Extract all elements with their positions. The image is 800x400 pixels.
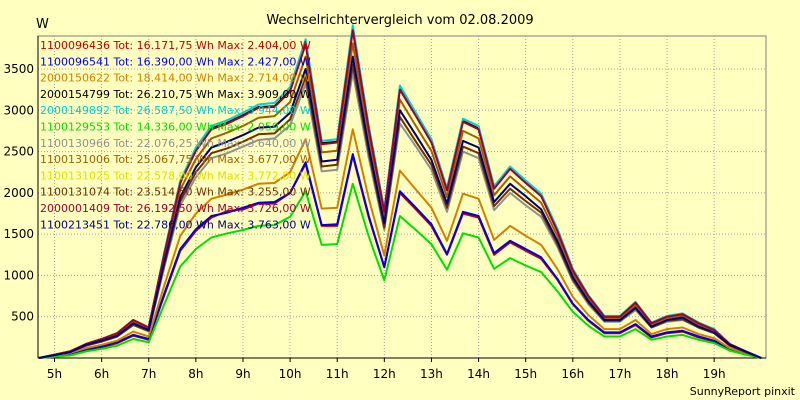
x-tick-label: 14h bbox=[467, 367, 490, 381]
footer-credit: SunnyReport pinxit bbox=[690, 385, 796, 398]
legend-entry-1: 1100096541 Tot: 16.390,00 Wh Max: 2.427,… bbox=[40, 55, 311, 68]
legend-entry-5: 1100129553 Tot: 14.336,00 Wh Max: 2.059,… bbox=[40, 121, 311, 134]
x-tick-label: 10h bbox=[279, 367, 302, 381]
y-tick-label: 2500 bbox=[3, 145, 34, 159]
series-line-2 bbox=[38, 128, 762, 359]
chart-title: Wechselrichtervergleich vom 02.08.2009 bbox=[266, 13, 533, 28]
x-tick-label: 8h bbox=[188, 367, 203, 381]
legend-entry-6: 1100130966 Tot: 22.076,25 Wh Max: 3.640,… bbox=[40, 137, 311, 150]
legend-entry-7: 1100131006 Tot: 25.067,75 Wh Max: 3.677,… bbox=[40, 153, 311, 166]
x-tick-label: 17h bbox=[608, 367, 631, 381]
y-axis-unit-label: W bbox=[36, 17, 49, 32]
series-line-5 bbox=[38, 182, 762, 359]
x-tick-label: 15h bbox=[514, 367, 537, 381]
x-tick-label: 9h bbox=[235, 367, 250, 381]
legend-entry-0: 1100096436 Tot: 16.171,75 Wh Max: 2.404,… bbox=[40, 39, 311, 52]
series-line-1 bbox=[38, 153, 762, 359]
legend-entry-11: 1100213451 Tot: 22.786,00 Wh Max: 3.763,… bbox=[40, 218, 311, 231]
y-tick-label: 1500 bbox=[3, 227, 34, 241]
x-tick-label: 13h bbox=[420, 367, 443, 381]
x-tick-label: 18h bbox=[656, 367, 679, 381]
x-tick-label: 5h bbox=[47, 367, 62, 381]
y-tick-label: 2000 bbox=[3, 186, 34, 200]
legend-entry-8: 1100131025 Tot: 22.578,00 Wh Max: 3.772,… bbox=[40, 169, 311, 182]
y-tick-label: 3000 bbox=[3, 103, 34, 117]
x-tick-label: 6h bbox=[94, 367, 109, 381]
legend: 1100096436 Tot: 16.171,75 Wh Max: 2.404,… bbox=[40, 39, 311, 231]
legend-entry-4: 2000149892 Tot: 26.587,50 Wh Max: 3.944,… bbox=[40, 104, 311, 117]
x-tick-label: 19h bbox=[703, 367, 726, 381]
legend-entry-2: 2000150622 Tot: 18.414,00 Wh Max: 2.714,… bbox=[40, 72, 311, 85]
series-line-11 bbox=[38, 55, 762, 359]
x-tick-label: 12h bbox=[373, 367, 396, 381]
series-line-10 bbox=[38, 29, 762, 359]
y-tick-label: 3500 bbox=[3, 62, 34, 76]
plot-area: 500 1000 1500 2000 2500 3000 3500 5h 6h 7h 8h 9h 10h… bbox=[3, 24, 767, 381]
x-tick-label: 11h bbox=[326, 367, 349, 381]
legend-entry-9: 1100131074 Tot: 23.514,50 Wh Max: 3.255,… bbox=[40, 186, 311, 199]
legend-entry-3: 2000154799 Tot: 26.210,75 Wh Max: 3.909,… bbox=[40, 88, 311, 101]
y-tick-label: 500 bbox=[11, 310, 34, 324]
legend-entry-10: 2000001409 Tot: 26.192,50 Wh Max: 3.726,… bbox=[40, 202, 311, 215]
y-tick-label: 1000 bbox=[3, 268, 34, 282]
x-tick-label: 7h bbox=[141, 367, 156, 381]
x-tick-label: 16h bbox=[561, 367, 584, 381]
